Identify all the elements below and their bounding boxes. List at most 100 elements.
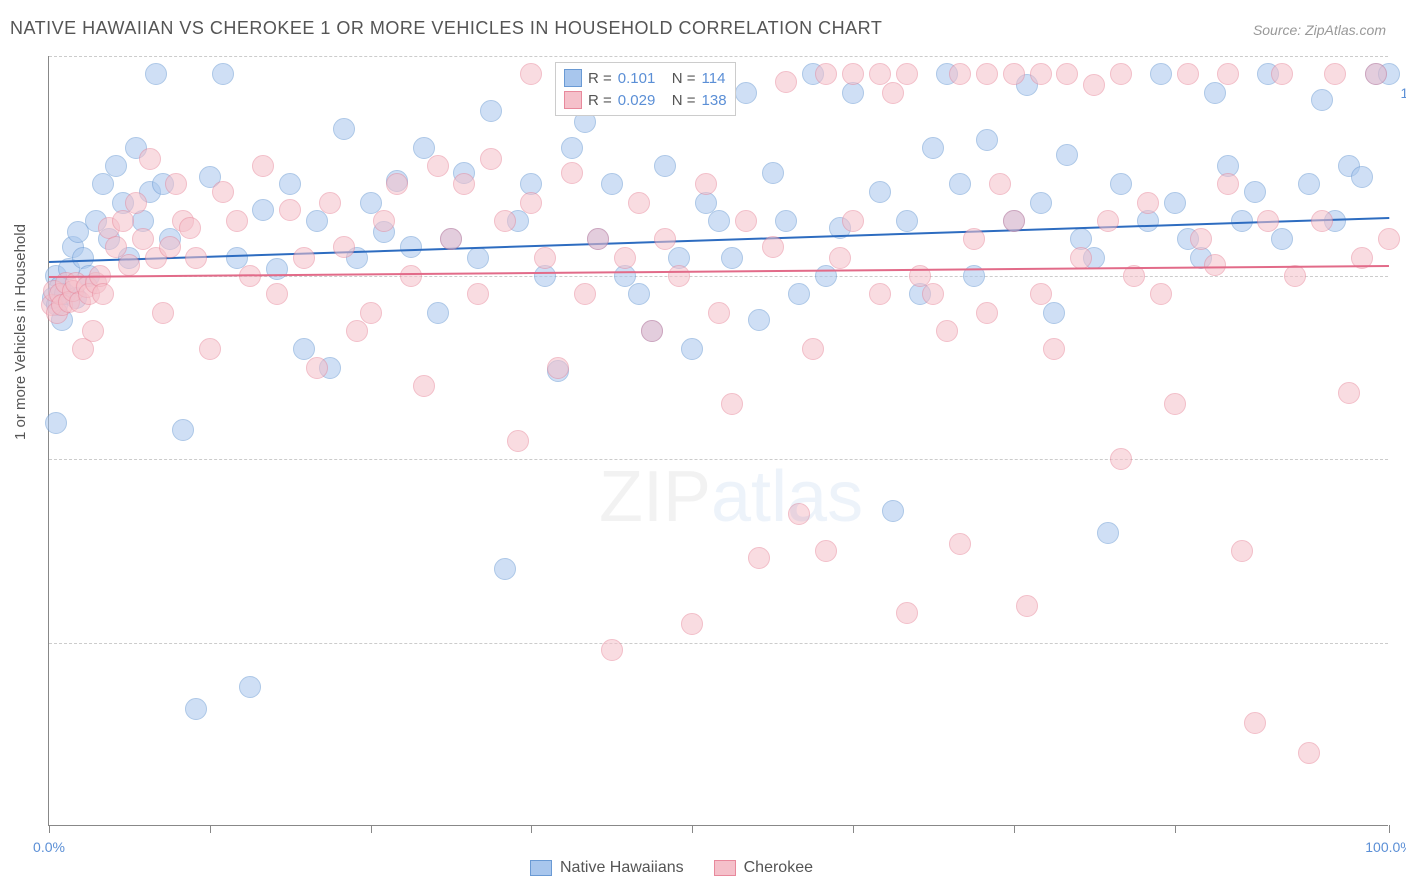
scatter-point [936,320,958,342]
scatter-point [721,393,743,415]
scatter-point [1298,742,1320,764]
xtick [49,825,50,833]
gridline [49,643,1388,644]
scatter-point [762,236,784,258]
scatter-point [735,82,757,104]
scatter-point [641,320,663,342]
scatter-point [1164,393,1186,415]
scatter-point [829,247,851,269]
scatter-point [1271,228,1293,250]
scatter-point [1070,247,1092,269]
scatter-point [199,338,221,360]
scatter-point [587,228,609,250]
legend-swatch [564,69,582,87]
scatter-point [520,192,542,214]
scatter-point [1137,192,1159,214]
scatter-point [427,155,449,177]
ytick-label: 85.0% [1393,635,1406,651]
scatter-point [547,357,569,379]
watermark-atlas: atlas [711,457,863,537]
legend-swatch [530,860,552,876]
scatter-point [159,236,181,258]
scatter-point [869,283,891,305]
scatter-point [212,181,234,203]
scatter-point [165,173,187,195]
xtick [210,825,211,833]
scatter-point [561,137,583,159]
legend-stats-row: R =0.101N =114 [564,67,727,89]
scatter-point [601,639,623,661]
scatter-point [319,192,341,214]
plot-area: ZIPatlas 85.0%90.0%95.0%100.0%0.0%100.0% [48,56,1388,826]
scatter-point [842,63,864,85]
scatter-point [1311,210,1333,232]
scatter-point [333,236,355,258]
scatter-point [628,283,650,305]
scatter-point [1043,302,1065,324]
r-label: R = [588,92,612,109]
scatter-point [1324,63,1346,85]
xtick [692,825,693,833]
scatter-point [346,320,368,342]
scatter-point [922,137,944,159]
scatter-point [1271,63,1293,85]
scatter-point [1056,144,1078,166]
scatter-point [681,338,703,360]
scatter-point [125,192,147,214]
r-label: R = [588,70,612,87]
scatter-point [1030,63,1052,85]
ytick-label: 95.0% [1393,268,1406,284]
scatter-point [775,210,797,232]
scatter-point [1311,89,1333,111]
scatter-point [989,173,1011,195]
scatter-point [306,210,328,232]
scatter-point [92,173,114,195]
scatter-point [1030,283,1052,305]
scatter-point [1365,63,1387,85]
scatter-point [1150,283,1172,305]
scatter-point [453,173,475,195]
n-value: 114 [702,70,726,87]
scatter-point [949,173,971,195]
scatter-point [534,247,556,269]
scatter-point [708,210,730,232]
legend-swatch [714,860,736,876]
legend-stats-row: R =0.029N =138 [564,89,727,111]
scatter-point [1043,338,1065,360]
scatter-point [1284,265,1306,287]
scatter-point [1177,63,1199,85]
scatter-point [869,181,891,203]
scatter-point [279,199,301,221]
scatter-point [333,118,355,140]
scatter-point [480,100,502,122]
r-value: 0.101 [618,70,666,87]
scatter-point [1204,82,1226,104]
scatter-point [735,210,757,232]
scatter-point [1204,254,1226,276]
scatter-point [172,419,194,441]
scatter-point [252,155,274,177]
scatter-point [1056,63,1078,85]
xtick-label: 100.0% [1365,839,1406,855]
scatter-point [494,558,516,580]
xtick-label: 0.0% [33,839,65,855]
scatter-point [1338,382,1360,404]
scatter-point [654,228,676,250]
scatter-point [279,173,301,195]
scatter-point [494,210,516,232]
scatter-point [882,82,904,104]
xtick [1175,825,1176,833]
scatter-point [118,254,140,276]
xtick [371,825,372,833]
scatter-point [561,162,583,184]
ytick-label: 90.0% [1393,451,1406,467]
scatter-point [695,173,717,195]
scatter-point [507,430,529,452]
gridline [49,56,1388,57]
legend-series-item: Native Hawaiians [530,859,684,877]
scatter-point [386,173,408,195]
scatter-point [1150,63,1172,85]
legend-swatch [564,91,582,109]
scatter-point [775,71,797,93]
scatter-point [802,338,824,360]
